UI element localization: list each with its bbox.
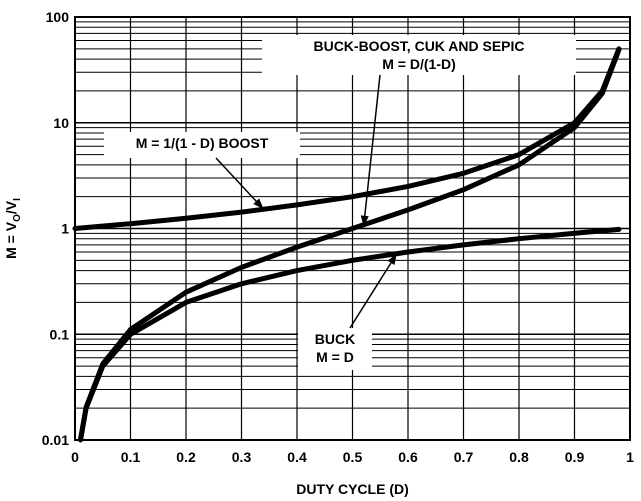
y-tick-labels: 0.01 0.1 1 10 100 [42, 9, 69, 448]
series-line-1 [72, 46, 622, 231]
x-tick-label: 0.6 [398, 449, 418, 465]
annotation-arrow [349, 253, 398, 329]
y-tick-label: 100 [46, 9, 70, 25]
x-tick-label: 0.8 [509, 449, 529, 465]
x-tick-label: 0.3 [232, 449, 252, 465]
annotation-label: M = D/(1-D) [382, 56, 456, 72]
arrowhead-icon [360, 215, 369, 227]
x-tick-label: 1 [626, 449, 634, 465]
annotation-box [298, 328, 372, 370]
series-line-3 [78, 226, 622, 443]
x-tick-labels: 0 0.1 0.2 0.3 0.4 0.5 0.6 0.7 0.8 0.9 1 [71, 449, 634, 465]
annotation-box [104, 132, 300, 158]
x-tick-label: 0.2 [176, 449, 196, 465]
x-tick-label: 0.7 [454, 449, 474, 465]
x-tick-label: 0.9 [565, 449, 585, 465]
y-axis-label: M = VO/VI [3, 198, 23, 259]
annotations: BUCK-BOOST, CUK AND SEPIC M = D/(1-D) M = … [104, 35, 576, 370]
annotation-label: M = 1/(1 - D) BOOST [136, 135, 269, 151]
arrowhead-icon [387, 253, 397, 265]
series-lines [72, 46, 622, 443]
annotation-arrow [215, 157, 265, 210]
x-tick-label: 0.5 [343, 449, 363, 465]
annotation-box [262, 35, 576, 75]
x-tick-label: 0.1 [121, 449, 141, 465]
annotation-label: BUCK [315, 331, 355, 347]
annotation-label: BUCK-BOOST, CUK AND SEPIC [313, 38, 524, 54]
y-tick-label: 0.01 [42, 432, 69, 448]
y-tick-label: 1 [61, 221, 69, 237]
y-tick-label: 0.1 [50, 326, 70, 342]
x-tick-label: 0.4 [287, 449, 307, 465]
annotation-arrow [362, 74, 381, 227]
annotation-label: M = D [316, 349, 354, 365]
arrowhead-icon [253, 198, 264, 210]
x-axis-label: DUTY CYCLE (D) [296, 481, 409, 497]
x-tick-label: 0 [71, 449, 79, 465]
y-tick-label: 10 [53, 115, 69, 131]
